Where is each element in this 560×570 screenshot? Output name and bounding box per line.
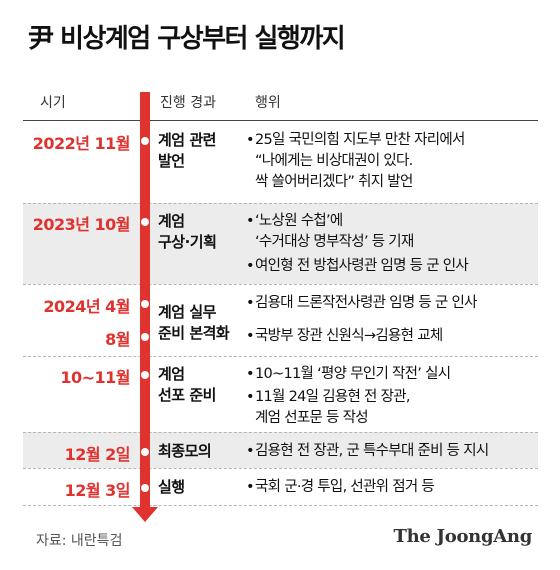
timeline-dot [141, 300, 149, 308]
publisher-logo: The JoongAng [393, 526, 533, 547]
header-stage: 진행 경과 [160, 95, 216, 111]
header-action: 행위 [255, 95, 281, 111]
row-date: 10~11월 [60, 368, 130, 387]
header-rule [23, 120, 538, 121]
row-stage: 실행 [158, 478, 185, 496]
row-date: 2023년 10월 [32, 215, 131, 234]
row-item: 국회 군·경 투입, 선관위 점거 등 [246, 477, 435, 498]
row-item: 여인형 전 방첩사령관 임명 등 군 인사 [246, 256, 469, 277]
timeline-dot [141, 371, 149, 379]
row-date: 12월 2일 [64, 445, 131, 464]
row-item: 김용현 전 장관, 군 특수부대 준비 등 지시 [246, 441, 489, 462]
timeline-line [140, 92, 150, 507]
row-divider [23, 356, 538, 357]
source-note: 자료: 내란특검 [36, 533, 123, 549]
row-item: ‘노상원 수첩’에 ‘수거대상 명부작성’ 등 기재 [246, 211, 414, 253]
row-stage: 계엄 관련 발언 [158, 131, 216, 170]
row-divider [23, 203, 538, 204]
row-divider [23, 468, 538, 469]
row-divider [23, 432, 538, 433]
header-period: 시기 [40, 95, 66, 111]
row-stage: 계엄 선포 준비 [158, 365, 216, 404]
row-date: 12월 3일 [64, 481, 131, 500]
chart-title: 尹 비상계엄 구상부터 실행까지 [28, 24, 346, 54]
row-item: 김용대 드론작전사령관 임명 등 군 인사 [246, 293, 477, 314]
timeline-dot [141, 137, 149, 145]
timeline-arrowhead [132, 507, 158, 522]
row-divider [23, 505, 538, 506]
row-item: 10~11월 ‘평양 무인기 작전’ 실시 [246, 364, 451, 385]
row-item: 국방부 장관 신원식→김용현 교체 [246, 326, 443, 347]
row-item: 11월 24일 김용현 전 장관, 계엄 선포문 등 작성 [246, 387, 410, 429]
timeline-dot [141, 448, 149, 456]
row-date: 8월 [105, 330, 130, 349]
row-stage: 계엄 실무 준비 본격화 [158, 303, 230, 342]
timeline-dot [141, 333, 149, 341]
row-item: 25일 국민의힘 지도부 만찬 자리에서 “나에게는 비상대권이 있다. 싹 쓸… [246, 130, 465, 193]
row-date: 2022년 11월 [32, 134, 131, 153]
timeline-dot [141, 484, 149, 492]
row-divider [23, 284, 538, 285]
row-date: 2024년 4월 [43, 297, 130, 316]
row-stage: 최종모의 [158, 442, 212, 460]
timeline-dot [141, 218, 149, 226]
row-stage: 계엄 구상·기획 [158, 212, 217, 251]
